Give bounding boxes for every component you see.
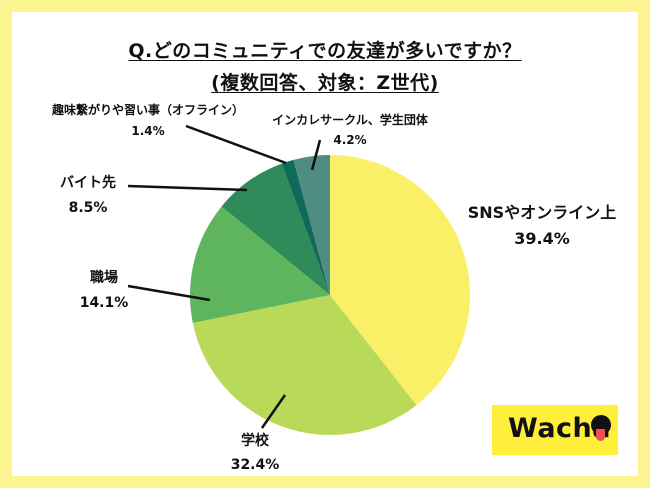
leader-line-6	[310, 139, 322, 171]
slice-label-5: 趣味繋がりや習い事（オフライン）	[51, 102, 244, 117]
pie-slice-2	[192, 295, 417, 435]
slice-value-2: 32.4%	[231, 457, 280, 473]
chart-title-line2: (複数回答、対象：Z世代)	[211, 72, 439, 94]
slice-label-2: 学校	[241, 432, 270, 449]
leader-line-4	[127, 184, 248, 192]
slice-label-4: バイト先	[60, 174, 116, 191]
slice-value-6: 4.2%	[333, 133, 366, 147]
chart-title-line1: Q.どのコミュニティでの友達が多いですか？	[128, 40, 522, 62]
slice-value-4: 8.5%	[69, 200, 108, 216]
slice-label-6: インカレサークル、学生団体	[272, 112, 429, 127]
slice-value-3: 14.1%	[80, 295, 129, 311]
slice-value-1: 39.4%	[514, 229, 570, 248]
leader-line-2	[260, 394, 287, 429]
pie-slice-3	[189, 206, 330, 323]
pie-slice-4	[221, 163, 330, 295]
wacha-logo: Wacha	[492, 405, 618, 455]
pie-slice-6	[293, 155, 330, 295]
slice-label-3: 職場	[90, 269, 118, 286]
pie-slice-1	[330, 155, 470, 406]
leader-line-3	[127, 284, 211, 302]
pie-slice-5	[281, 159, 330, 295]
leader-line-5	[185, 124, 287, 165]
logo-tongue-icon	[596, 429, 605, 441]
slice-label-1: SNSやオンライン上	[468, 203, 616, 222]
slice-value-5: 1.4%	[131, 124, 164, 138]
